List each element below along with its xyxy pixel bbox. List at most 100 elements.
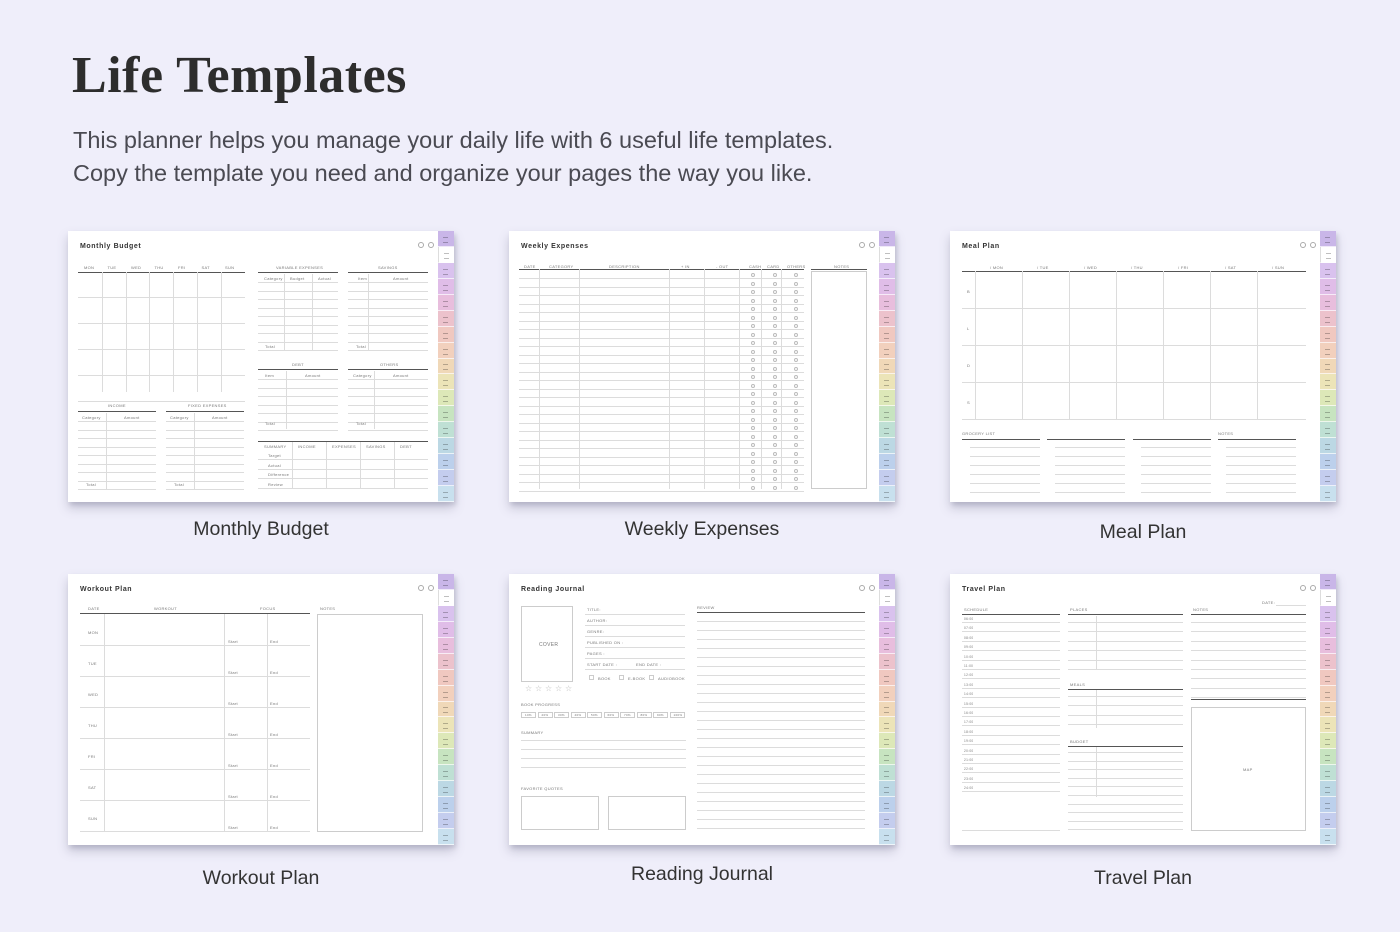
section-tab[interactable] xyxy=(438,374,454,391)
progress-box[interactable] xyxy=(669,712,685,718)
checkbox-icon[interactable] xyxy=(751,434,755,439)
section-tab[interactable] xyxy=(1320,342,1336,359)
checkbox-icon[interactable] xyxy=(794,468,798,473)
section-tab[interactable] xyxy=(879,486,895,502)
checkbox-icon[interactable] xyxy=(773,392,777,396)
checkbox-icon[interactable] xyxy=(751,349,755,354)
checkbox-icon[interactable] xyxy=(773,281,777,286)
section-tab[interactable] xyxy=(438,637,454,654)
section-tab[interactable] xyxy=(879,781,895,798)
section-tab[interactable] xyxy=(1320,454,1336,471)
section-tab[interactable] xyxy=(438,781,454,798)
section-tab[interactable] xyxy=(879,749,895,766)
section-tab[interactable] xyxy=(879,326,895,343)
template-caption[interactable]: Workout Plan xyxy=(202,867,320,889)
section-tab[interactable] xyxy=(1320,637,1336,654)
section-tab[interactable] xyxy=(438,326,454,343)
checkbox-icon[interactable] xyxy=(751,426,755,430)
section-tab[interactable] xyxy=(1320,653,1336,670)
section-tab[interactable] xyxy=(1320,246,1336,263)
checkbox-icon[interactable] xyxy=(794,443,798,447)
section-tab[interactable] xyxy=(1320,406,1336,423)
section-tab[interactable] xyxy=(1320,310,1336,327)
checkbox-icon[interactable] xyxy=(794,307,798,311)
section-tab[interactable] xyxy=(879,470,895,486)
checkbox-icon[interactable] xyxy=(794,460,798,464)
checkbox-icon[interactable] xyxy=(751,392,755,396)
checkbox-icon[interactable] xyxy=(773,332,777,337)
star-icon[interactable]: ☆ xyxy=(565,684,573,693)
section-tabs[interactable] xyxy=(438,231,454,502)
progress-box[interactable] xyxy=(570,712,586,718)
section-tab[interactable] xyxy=(438,574,454,590)
section-tab[interactable] xyxy=(1320,438,1336,455)
section-tab[interactable] xyxy=(438,765,454,782)
section-tab[interactable] xyxy=(438,231,454,247)
section-tab[interactable] xyxy=(879,246,895,263)
section-tabs[interactable] xyxy=(1320,574,1336,845)
section-tab[interactable] xyxy=(438,669,454,686)
checkbox-icon[interactable] xyxy=(794,332,798,337)
section-tab[interactable] xyxy=(879,574,895,590)
section-tab[interactable] xyxy=(438,701,454,718)
checkbox-icon[interactable] xyxy=(794,392,798,396)
section-tab[interactable] xyxy=(438,454,454,471)
section-tab[interactable] xyxy=(438,422,454,439)
section-tab[interactable] xyxy=(1320,797,1336,814)
progress-box[interactable] xyxy=(603,712,619,718)
checkbox-icon[interactable] xyxy=(794,383,798,388)
template-caption[interactable]: Reading Journal xyxy=(630,863,773,885)
star-icon[interactable]: ☆ xyxy=(555,684,563,693)
checkbox-icon[interactable] xyxy=(773,383,777,388)
section-tab[interactable] xyxy=(438,438,454,455)
template-preview-travel-plan[interactable]: Travel Plan DATE: SCHEDULE PLACES NOTES 06:0… xyxy=(950,574,1336,845)
checkbox-icon[interactable] xyxy=(751,400,755,405)
checkbox-icon[interactable] xyxy=(773,349,777,354)
checkbox-icon[interactable] xyxy=(751,324,755,328)
checkbox-icon[interactable] xyxy=(751,417,755,422)
format-checkbox[interactable] xyxy=(649,675,654,680)
section-tab[interactable] xyxy=(438,470,454,486)
section-tab[interactable] xyxy=(879,390,895,407)
checkbox-icon[interactable] xyxy=(794,434,798,439)
section-tab[interactable] xyxy=(879,406,895,423)
checkbox-icon[interactable] xyxy=(773,341,777,345)
checkbox-icon[interactable] xyxy=(751,307,755,311)
checkbox-icon[interactable] xyxy=(794,477,798,481)
section-tab[interactable] xyxy=(438,390,454,407)
template-card-reading-journal[interactable]: Reading Journal COVER TITLE: AUTHOR: GENRE:… xyxy=(509,574,895,885)
checkbox-icon[interactable] xyxy=(751,460,755,464)
format-checkbox[interactable] xyxy=(619,675,624,680)
checkbox-icon[interactable] xyxy=(773,451,777,456)
checkbox-icon[interactable] xyxy=(773,307,777,311)
checkbox-icon[interactable] xyxy=(773,434,777,439)
section-tab[interactable] xyxy=(879,294,895,311)
progress-box[interactable] xyxy=(554,712,569,718)
section-tab[interactable] xyxy=(1320,294,1336,311)
section-tab[interactable] xyxy=(879,765,895,782)
section-tab[interactable] xyxy=(879,278,895,295)
checkbox-icon[interactable] xyxy=(794,341,798,345)
star-icon[interactable]: ☆ xyxy=(535,684,543,693)
checkbox-icon[interactable] xyxy=(794,349,798,354)
checkbox-icon[interactable] xyxy=(773,358,777,362)
section-tab[interactable] xyxy=(438,486,454,502)
template-preview-monthly-budget[interactable]: Monthly Budget MON TUE WED THU FRI SAT SUN INCO… xyxy=(68,231,454,502)
section-tab[interactable] xyxy=(879,438,895,455)
section-tab[interactable] xyxy=(438,262,454,279)
checkbox-icon[interactable] xyxy=(751,298,755,303)
section-tab[interactable] xyxy=(438,797,454,814)
section-tabs[interactable] xyxy=(438,574,454,845)
section-tab[interactable] xyxy=(1320,486,1336,502)
checkbox-icon[interactable] xyxy=(794,375,798,379)
section-tab[interactable] xyxy=(438,310,454,327)
section-tab[interactable] xyxy=(438,358,454,375)
template-caption[interactable]: Travel Plan xyxy=(1094,867,1192,889)
checkbox-icon[interactable] xyxy=(773,366,777,371)
template-preview-reading-journal[interactable]: Reading Journal COVER TITLE: AUTHOR: GENRE:… xyxy=(509,574,895,845)
checkbox-icon[interactable] xyxy=(751,375,755,379)
checkbox-icon[interactable] xyxy=(773,315,777,320)
checkbox-icon[interactable] xyxy=(794,273,798,277)
template-preview-workout-plan[interactable]: Workout Plan DATE WORKOUT FOCUS NOTES MON Sta… xyxy=(68,574,454,845)
notes-box[interactable] xyxy=(317,614,423,832)
